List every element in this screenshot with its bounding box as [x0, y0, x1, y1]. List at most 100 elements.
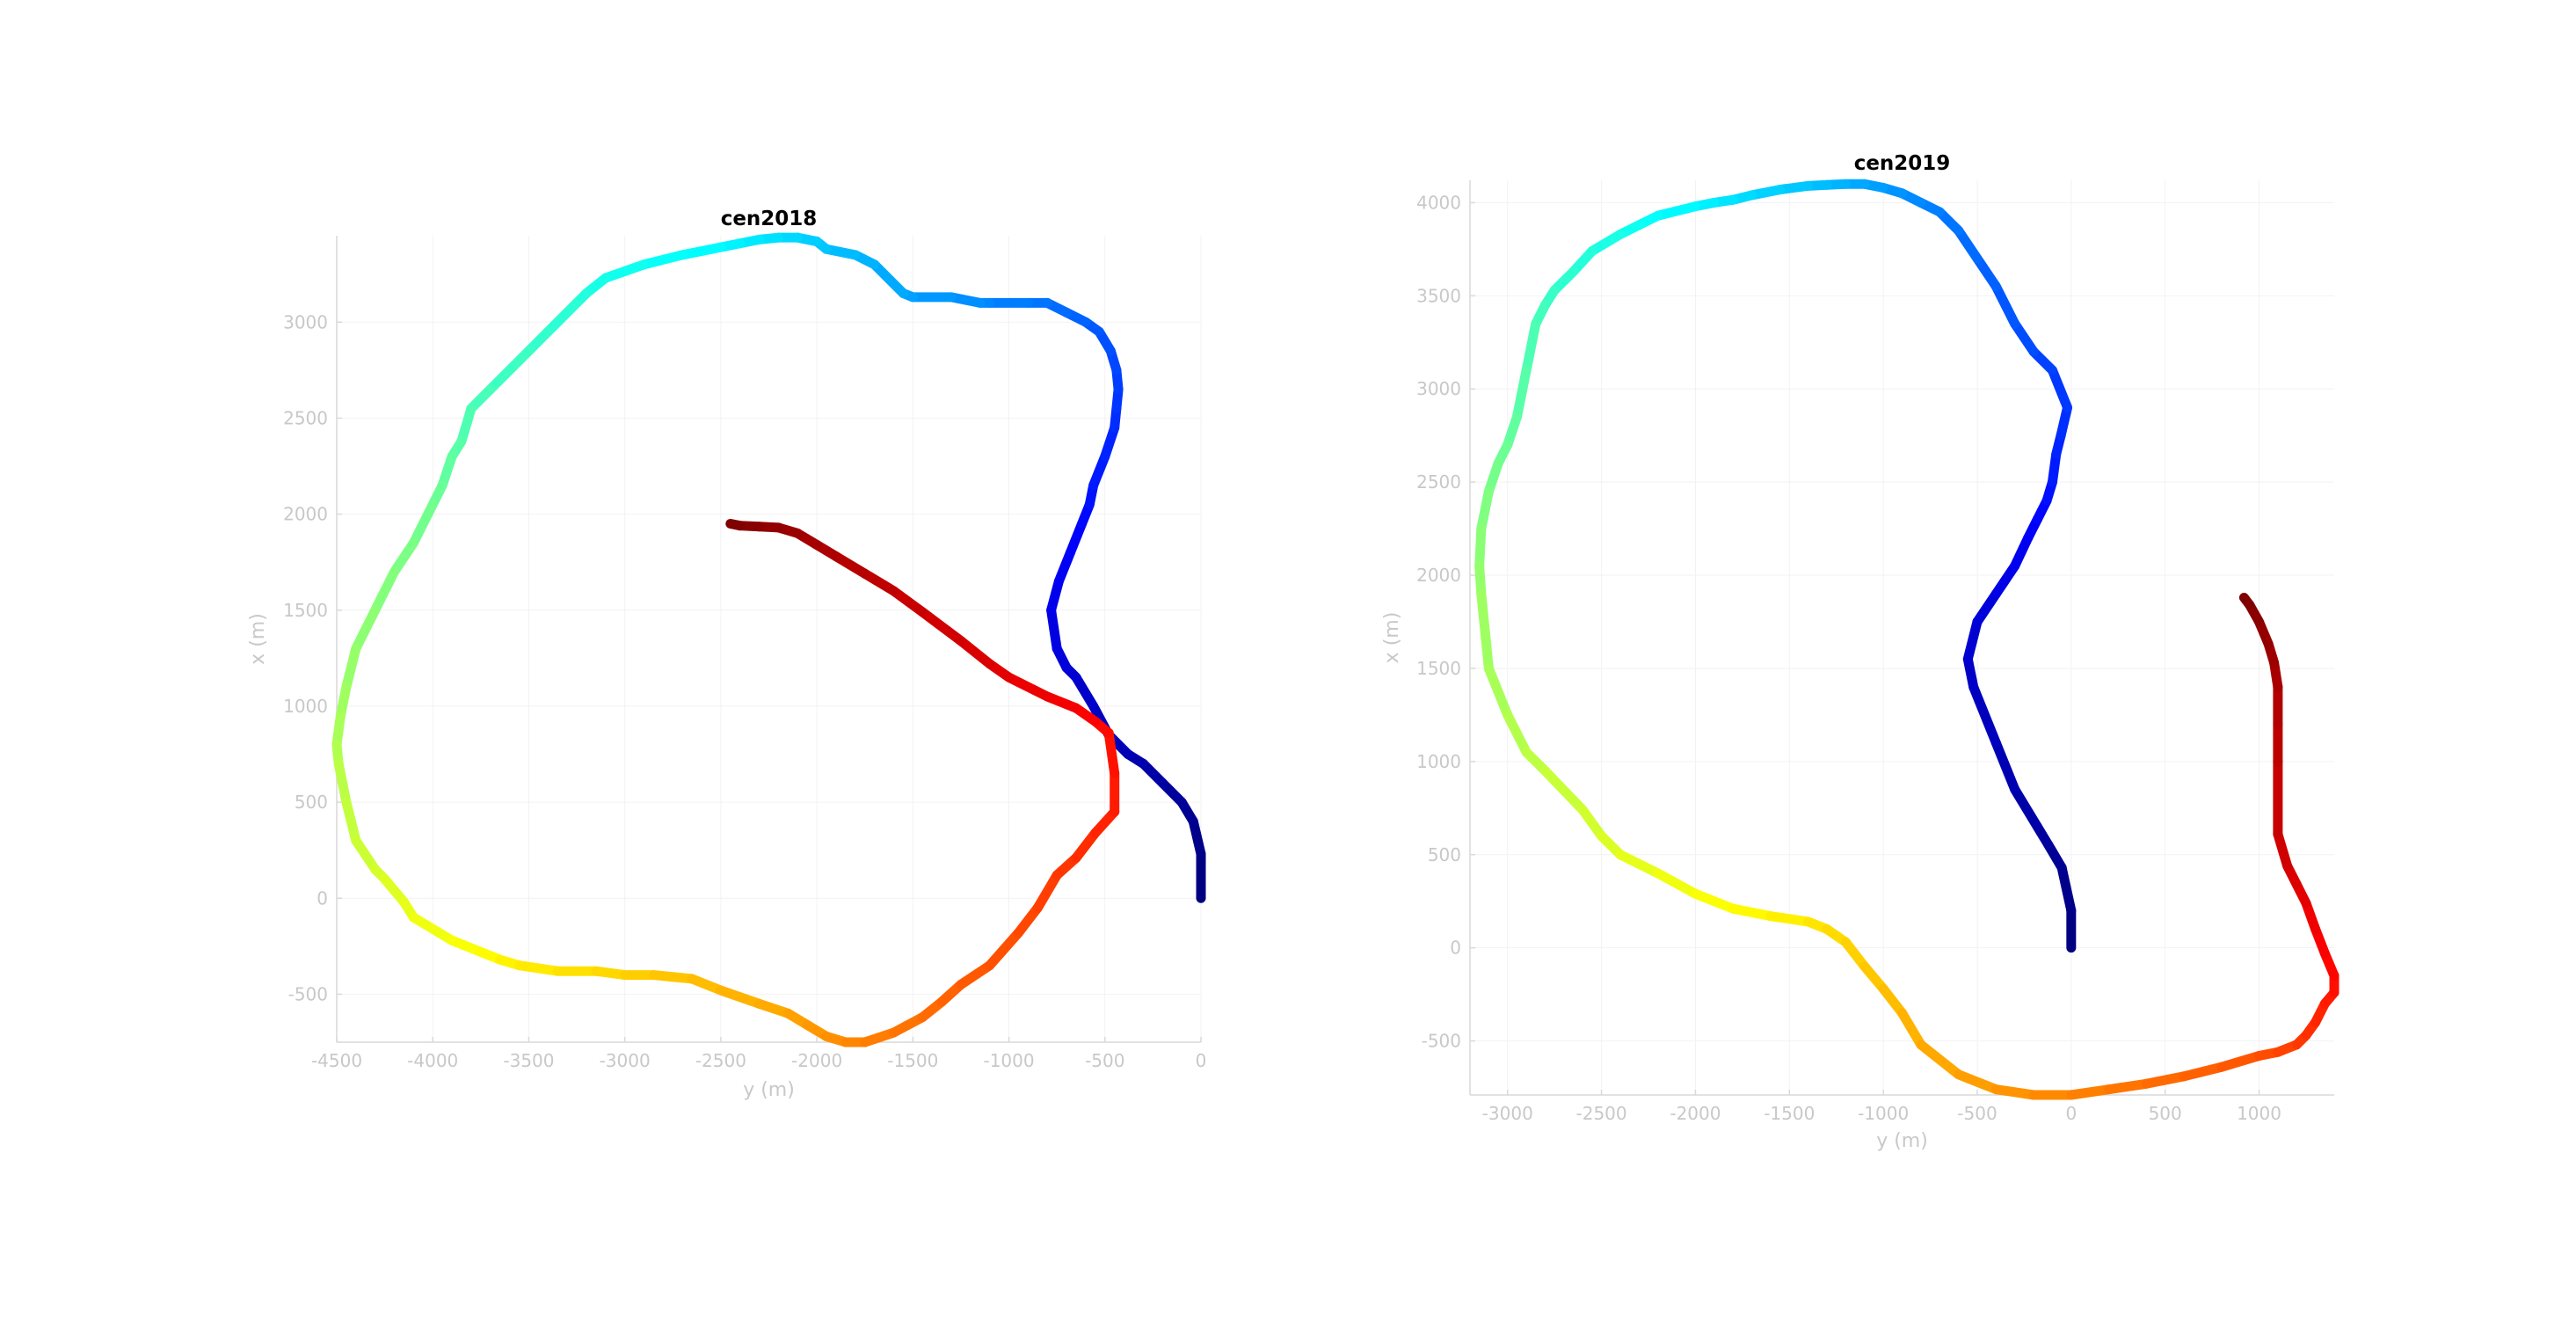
trajectory-segment: [1990, 560, 2020, 599]
x-tick-label: 0: [2065, 1103, 2077, 1124]
trajectory-segment: [1013, 902, 1043, 938]
x-tick-label: -3000: [1482, 1103, 1533, 1124]
trajectory-segment: [1476, 486, 1494, 534]
trajectory-segment: [1032, 870, 1062, 913]
trajectory-segment: [1103, 727, 1120, 778]
y-tick-label: 2000: [283, 504, 328, 525]
trajectory-segment: [831, 551, 870, 579]
trajectory-segment: [485, 346, 534, 395]
x-tick-label: 0: [1196, 1050, 1207, 1071]
trajectory-segment: [2010, 318, 2039, 357]
trajectory-segment: [677, 242, 726, 260]
x-tick-label: -4000: [407, 1050, 458, 1071]
x-tick-label: -4500: [311, 1050, 362, 1071]
y-tick-label: 2500: [283, 407, 328, 428]
trajectory-segment: [1088, 451, 1110, 491]
trajectory-segment: [821, 244, 861, 260]
trajectory-segment: [514, 960, 563, 976]
trajectory-segment: [351, 836, 381, 874]
x-tick-label: -500: [1085, 1050, 1124, 1071]
x-axis-label: y (m): [743, 1079, 795, 1101]
y-tick-label: 3000: [283, 311, 328, 332]
trajectory-segment: [2216, 1051, 2265, 1072]
x-tick-label: -1500: [887, 1050, 938, 1071]
y-tick-label: 0: [317, 887, 328, 909]
trajectory-segment: [1615, 850, 1663, 879]
x-tick-label: -1000: [1858, 1103, 1909, 1124]
y-tick-label: 4000: [1416, 192, 1461, 213]
trajectory-segment: [716, 985, 765, 1009]
x-tick-label: -500: [1957, 1103, 1997, 1124]
x-tick-label: -2500: [695, 1050, 746, 1071]
x-axis-label: y (m): [1876, 1130, 1928, 1152]
trajectory-segment: [1972, 253, 2001, 292]
trajectory-segment: [1968, 682, 2001, 748]
trajectory-segment: [2238, 592, 2255, 610]
trajectory-segment: [1840, 937, 1870, 972]
trajectory-segment: [1511, 365, 1532, 422]
trajectory-segment: [1653, 868, 1700, 899]
trajectory-segment: [725, 519, 746, 531]
trajectory-segment: [1188, 816, 1206, 859]
trajectory-segment: [1503, 412, 1522, 450]
trajectory-segment: [888, 1012, 928, 1038]
trajectory-segment: [1690, 888, 1738, 914]
y-tick-label: 2000: [1416, 565, 1461, 586]
y-tick-label: 1000: [1416, 751, 1461, 772]
x-tick-label: -2000: [791, 1050, 842, 1071]
trajectory-segment: [1046, 576, 1064, 616]
trajectory-segment: [1587, 229, 1626, 256]
trajectory-segment: [1653, 201, 1700, 221]
x-tick-label: -3000: [600, 1050, 651, 1071]
trajectory-segment: [1990, 738, 2020, 795]
trajectory-segment: [437, 451, 457, 491]
y-tick-label: 500: [1428, 844, 1461, 865]
trajectory-segment: [2179, 1062, 2227, 1082]
trajectory-segment: [1474, 523, 1487, 571]
trajectory-segment: [985, 928, 1023, 971]
y-tick-label: 1500: [1416, 658, 1461, 679]
chart-panel-cen2018: cen2018 y (m) x (m) -4500 -4000 -3500 -3000…: [247, 208, 1206, 1101]
x-tick-label: -3500: [503, 1050, 554, 1071]
y-tick-label: 500: [295, 792, 328, 813]
trajectory-segment: [600, 259, 650, 283]
trajectory-segment: [408, 912, 457, 945]
trajectory-segment: [1972, 588, 2001, 627]
trajectory-segment: [2047, 365, 2073, 412]
trajectory-segment: [2010, 785, 2042, 832]
y-tick-label: 3500: [1416, 285, 1461, 306]
chart-title: cen2018: [721, 208, 818, 230]
trajectory-segment: [956, 636, 995, 669]
trajectory-segment: [1859, 961, 1888, 994]
trajectory-segment: [1071, 828, 1101, 863]
trajectory-segment: [542, 297, 582, 337]
trajectory-segment: [1728, 903, 1776, 922]
trajectory-segment: [1916, 1040, 1964, 1080]
trajectory-segment: [1483, 458, 1503, 497]
trajectory-segment: [639, 250, 688, 270]
trajectory-segment: [341, 797, 361, 846]
y-tick-label: 0: [1450, 938, 1461, 959]
x-tick-label: -1000: [983, 1050, 1034, 1071]
trajectory-segment: [2104, 1078, 2151, 1095]
y-tick-label: -500: [1422, 1031, 1461, 1052]
x-tick-label: 500: [2149, 1103, 2182, 1124]
chart-panel-cen2019: cen2019 y (m) x (m) -3000 -2500 -2000 -1500…: [1381, 152, 2340, 1152]
grid: [336, 236, 1202, 1042]
trajectory-segment: [1878, 983, 1907, 1018]
trajectory-segment: [380, 873, 409, 908]
trajectory-segment: [1990, 1084, 2039, 1100]
trajectory-segment: [1100, 422, 1120, 462]
trajectory-segment: [1765, 911, 1814, 927]
y-tick-label: 1000: [283, 696, 328, 717]
y-tick-label: 1500: [283, 600, 328, 621]
y-axis-label: x (m): [1381, 612, 1403, 664]
trajectory-segment: [1539, 765, 1588, 815]
trajectory-segment: [1962, 617, 1983, 664]
trajectory-segment: [1990, 281, 2020, 329]
trajectory-series: [1474, 179, 2340, 1100]
trajectory-segment: [331, 711, 346, 750]
trajectory-segment: [754, 998, 793, 1018]
trajectory-segment: [447, 935, 486, 957]
